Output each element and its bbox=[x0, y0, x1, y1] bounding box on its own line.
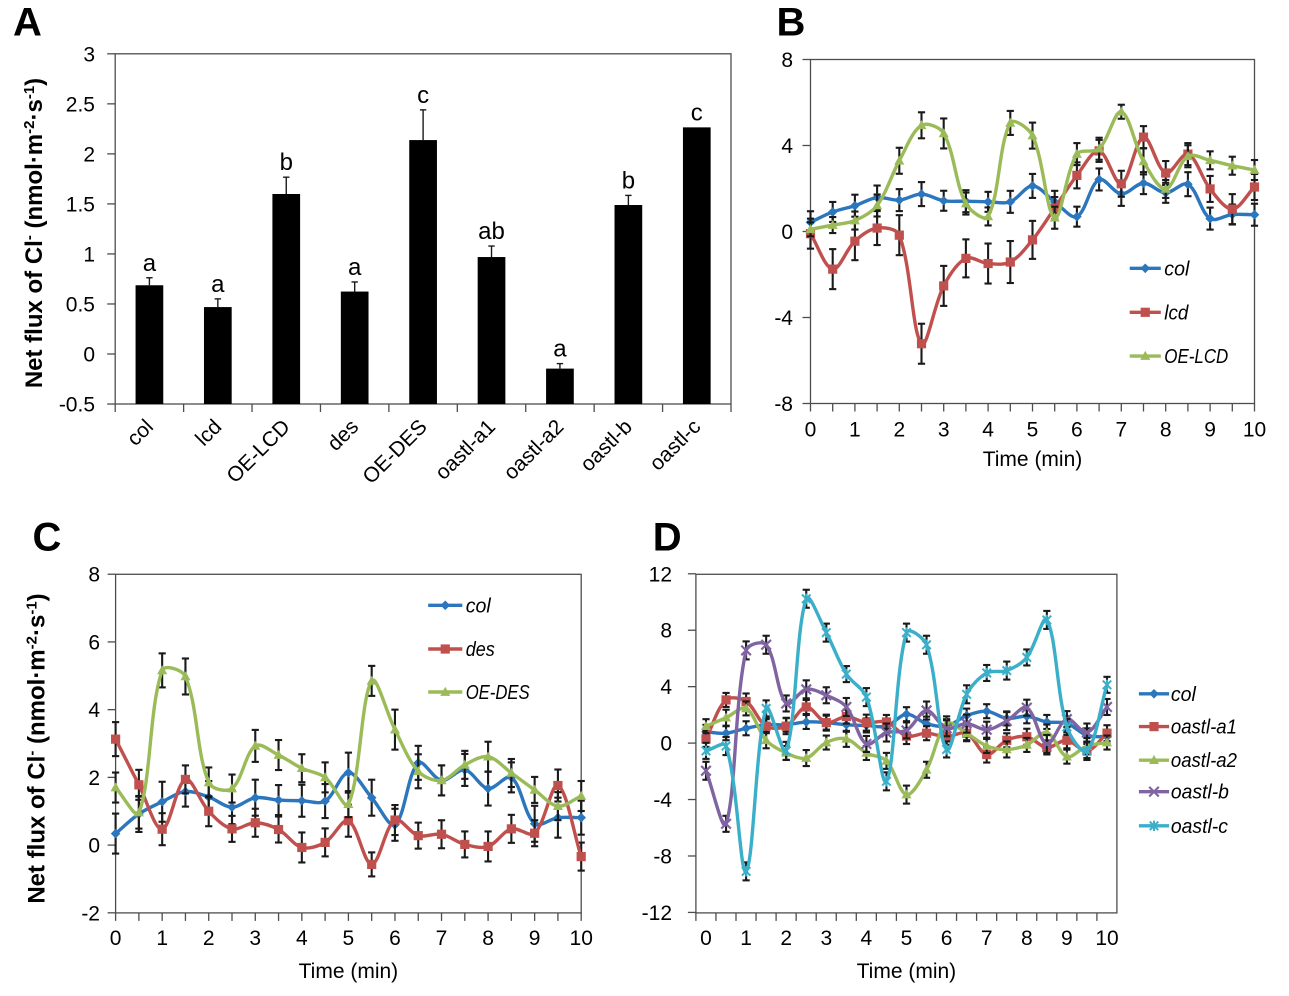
svg-text:-4: -4 bbox=[653, 789, 672, 812]
svg-text:col: col bbox=[1164, 258, 1190, 280]
svg-text:0: 0 bbox=[110, 927, 122, 950]
svg-text:10: 10 bbox=[1095, 927, 1118, 950]
svg-text:0: 0 bbox=[781, 221, 793, 244]
svg-text:2: 2 bbox=[83, 143, 95, 166]
svg-text:oastl-c: oastl-c bbox=[1171, 816, 1228, 838]
svg-text:Time (min): Time (min) bbox=[299, 960, 399, 983]
svg-text:3: 3 bbox=[83, 43, 95, 66]
svg-text:6: 6 bbox=[941, 927, 953, 950]
svg-text:c: c bbox=[691, 99, 703, 126]
svg-text:-12: -12 bbox=[642, 902, 672, 925]
svg-text:2.5: 2.5 bbox=[66, 93, 95, 116]
svg-text:12: 12 bbox=[649, 563, 672, 586]
svg-text:8: 8 bbox=[1021, 927, 1033, 950]
svg-text:Time (min): Time (min) bbox=[857, 960, 957, 983]
svg-text:1: 1 bbox=[83, 243, 95, 266]
svg-text:2: 2 bbox=[780, 927, 792, 950]
svg-text:B: B bbox=[777, 1, 806, 45]
svg-text:5: 5 bbox=[1027, 419, 1039, 442]
svg-text:9: 9 bbox=[1204, 419, 1216, 442]
svg-text:oastl-b: oastl-b bbox=[1171, 782, 1229, 804]
svg-text:8: 8 bbox=[660, 620, 672, 643]
svg-text:6: 6 bbox=[88, 631, 100, 654]
svg-text:2: 2 bbox=[203, 927, 215, 950]
svg-text:A: A bbox=[13, 1, 42, 45]
svg-text:0.5: 0.5 bbox=[66, 293, 95, 316]
svg-text:c: c bbox=[417, 82, 429, 109]
svg-text:5: 5 bbox=[343, 927, 355, 950]
svg-text:col: col bbox=[1171, 684, 1197, 706]
svg-text:des: des bbox=[466, 639, 495, 661]
svg-text:9: 9 bbox=[1061, 927, 1073, 950]
svg-text:col: col bbox=[466, 595, 492, 617]
svg-text:D: D bbox=[653, 516, 682, 560]
svg-text:6: 6 bbox=[389, 927, 401, 950]
svg-text:1.5: 1.5 bbox=[66, 193, 95, 216]
svg-text:7: 7 bbox=[436, 927, 448, 950]
svg-text:9: 9 bbox=[529, 927, 541, 950]
svg-text:4: 4 bbox=[982, 419, 994, 442]
svg-text:-8: -8 bbox=[653, 845, 672, 868]
svg-text:1: 1 bbox=[849, 419, 861, 442]
svg-text:Net flux of Cl- (nmol·m-2·s-1): Net flux of Cl- (nmol·m-2·s-1) bbox=[21, 78, 48, 388]
svg-text:oastl-a2: oastl-a2 bbox=[1171, 750, 1237, 772]
svg-text:1: 1 bbox=[156, 927, 168, 950]
svg-text:3: 3 bbox=[249, 927, 261, 950]
svg-text:2: 2 bbox=[88, 767, 100, 790]
svg-text:a: a bbox=[211, 271, 225, 298]
svg-text:C: C bbox=[33, 516, 62, 560]
svg-text:1: 1 bbox=[740, 927, 752, 950]
svg-text:3: 3 bbox=[938, 419, 950, 442]
svg-text:10: 10 bbox=[1243, 419, 1266, 442]
svg-text:8: 8 bbox=[88, 564, 100, 587]
svg-text:oastl-a1: oastl-a1 bbox=[1171, 717, 1237, 739]
svg-text:OE-DES: OE-DES bbox=[466, 682, 531, 704]
svg-text:3: 3 bbox=[820, 927, 832, 950]
svg-text:a: a bbox=[348, 254, 362, 281]
svg-text:4: 4 bbox=[88, 699, 100, 722]
svg-text:-2: -2 bbox=[81, 902, 100, 925]
svg-text:7: 7 bbox=[981, 927, 993, 950]
svg-text:0: 0 bbox=[700, 927, 712, 950]
svg-text:5: 5 bbox=[901, 927, 913, 950]
svg-text:OE-LCD: OE-LCD bbox=[1164, 346, 1228, 368]
svg-text:6: 6 bbox=[1071, 419, 1083, 442]
svg-text:0: 0 bbox=[83, 344, 95, 367]
svg-text:-8: -8 bbox=[774, 393, 793, 416]
svg-text:4: 4 bbox=[861, 927, 873, 950]
svg-text:a: a bbox=[553, 336, 567, 363]
svg-text:lcd: lcd bbox=[1164, 302, 1189, 324]
svg-text:10: 10 bbox=[570, 927, 593, 950]
svg-text:b: b bbox=[622, 167, 635, 194]
svg-text:-4: -4 bbox=[774, 307, 793, 330]
svg-text:b: b bbox=[280, 149, 293, 176]
svg-text:4: 4 bbox=[660, 676, 672, 699]
svg-text:a: a bbox=[143, 250, 157, 277]
svg-text:2: 2 bbox=[893, 419, 905, 442]
svg-text:4: 4 bbox=[296, 927, 308, 950]
svg-text:ab: ab bbox=[478, 218, 505, 245]
svg-text:Time (min): Time (min) bbox=[983, 448, 1083, 471]
svg-text:8: 8 bbox=[482, 927, 494, 950]
svg-text:0: 0 bbox=[660, 733, 672, 756]
svg-text:8: 8 bbox=[781, 49, 793, 72]
svg-text:4: 4 bbox=[781, 135, 793, 158]
svg-text:0: 0 bbox=[805, 419, 817, 442]
svg-text:-0.5: -0.5 bbox=[59, 394, 95, 417]
svg-text:8: 8 bbox=[1160, 419, 1172, 442]
svg-text:7: 7 bbox=[1115, 419, 1127, 442]
svg-text:0: 0 bbox=[88, 835, 100, 858]
